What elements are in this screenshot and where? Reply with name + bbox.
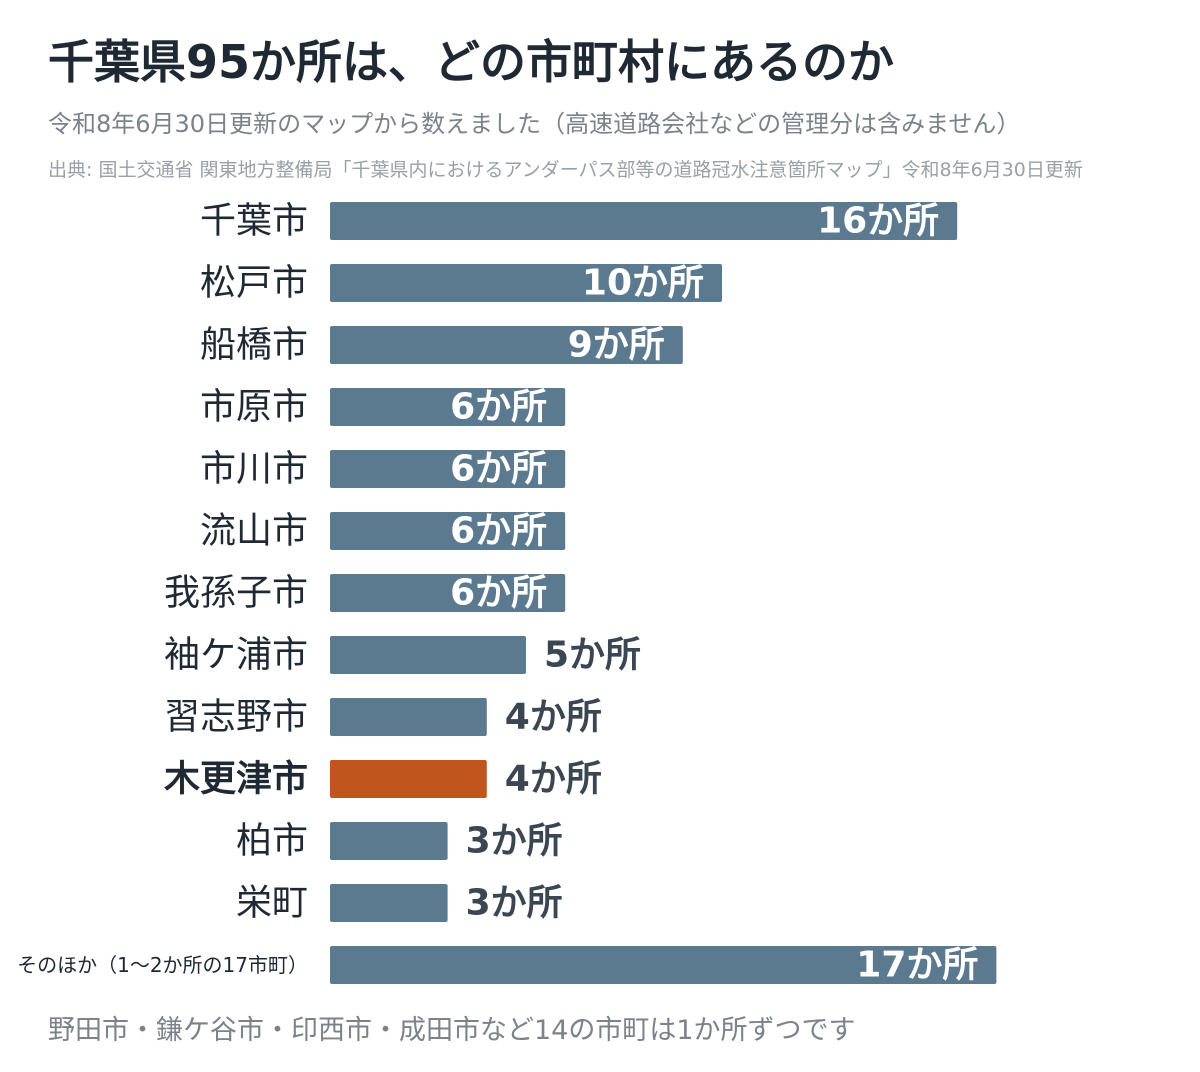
chart-footnote: 野田市・鎌ケ谷市・印西市・成田市など14の市町は1か所ずつです (48, 1015, 856, 1046)
value-label-1: 10か所 (582, 263, 704, 304)
value-label-9: 4か所 (505, 759, 602, 800)
category-label-11: 栄町 (236, 883, 308, 924)
category-label-1: 松戸市 (200, 263, 308, 304)
bar-4 (330, 450, 566, 488)
category-label-2: 船橋市 (200, 325, 308, 366)
category-label-3: 市原市 (200, 387, 308, 428)
value-label-3: 6か所 (450, 387, 547, 428)
category-label-7: 袖ケ浦市 (164, 635, 308, 676)
bar-8 (330, 698, 487, 736)
chart-source: 出典: 国土交通省 関東地方整備局「千葉県内におけるアンダーパス部等の道路冠水注… (48, 159, 1083, 181)
value-label-7: 5か所 (544, 635, 641, 676)
category-label-8: 習志野市 (164, 697, 308, 738)
category-label-12: そのほか（1〜2か所の17市町） (17, 953, 308, 977)
category-label-4: 市川市 (200, 449, 308, 490)
value-label-4: 6か所 (450, 449, 547, 490)
bar-10 (330, 822, 448, 860)
value-label-5: 6か所 (450, 511, 547, 552)
bar-2 (330, 326, 683, 364)
category-label-9: 木更津市 (164, 759, 308, 800)
category-label-0: 千葉市 (200, 201, 308, 242)
bar-6 (330, 574, 566, 612)
bar-0 (330, 202, 958, 240)
value-label-8: 4か所 (505, 697, 602, 738)
value-label-10: 3か所 (466, 821, 563, 862)
bar-12 (330, 946, 997, 984)
value-label-2: 9か所 (568, 325, 665, 366)
bar-9 (330, 760, 487, 798)
value-label-0: 16か所 (817, 201, 939, 242)
bar-7 (330, 636, 526, 674)
value-label-12: 17か所 (856, 945, 978, 986)
category-label-10: 柏市 (236, 821, 308, 862)
value-label-11: 3か所 (466, 883, 563, 924)
category-label-6: 我孫子市 (164, 573, 308, 614)
chart-subtitle: 令和8年6月30日更新のマップから数えました（高速道路会社などの管理分は含みませ… (48, 110, 1021, 138)
bar-5 (330, 512, 566, 550)
chart-title: 千葉県95か所は、どの市町村にあるのか (48, 35, 895, 89)
bar-11 (330, 884, 448, 922)
bar-3 (330, 388, 566, 426)
category-label-5: 流山市 (200, 511, 308, 552)
bar-1 (330, 264, 722, 302)
value-label-6: 6か所 (450, 573, 547, 614)
